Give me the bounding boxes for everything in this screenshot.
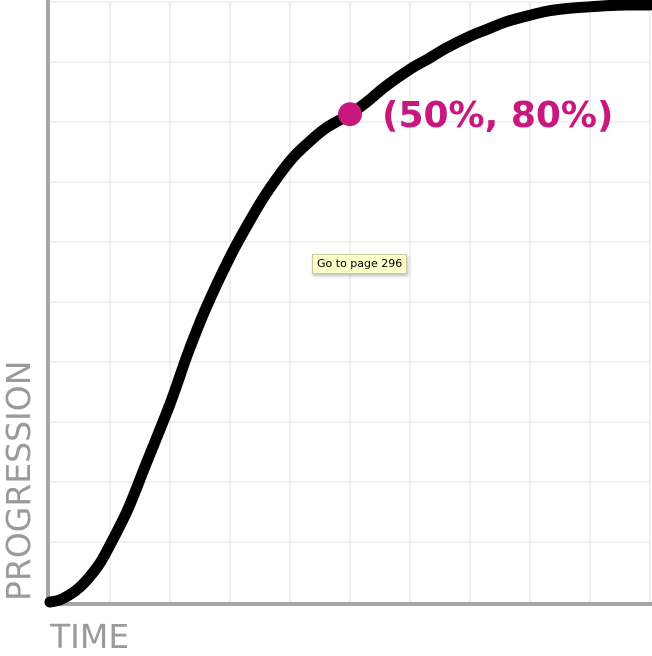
series-group (44, 0, 652, 608)
axes (46, 0, 652, 606)
grid (50, 1, 651, 602)
tooltip-go-to-page: Go to page 296 (312, 254, 408, 274)
point-label: (50%, 80%) (382, 95, 613, 136)
x-axis-label: TIME (50, 617, 130, 656)
y-axis-label: PROGRESSION (0, 360, 38, 601)
highlight-point (338, 102, 362, 127)
annotation-group: (50%, 80%) (338, 95, 613, 136)
progression-curve (44, 0, 652, 608)
